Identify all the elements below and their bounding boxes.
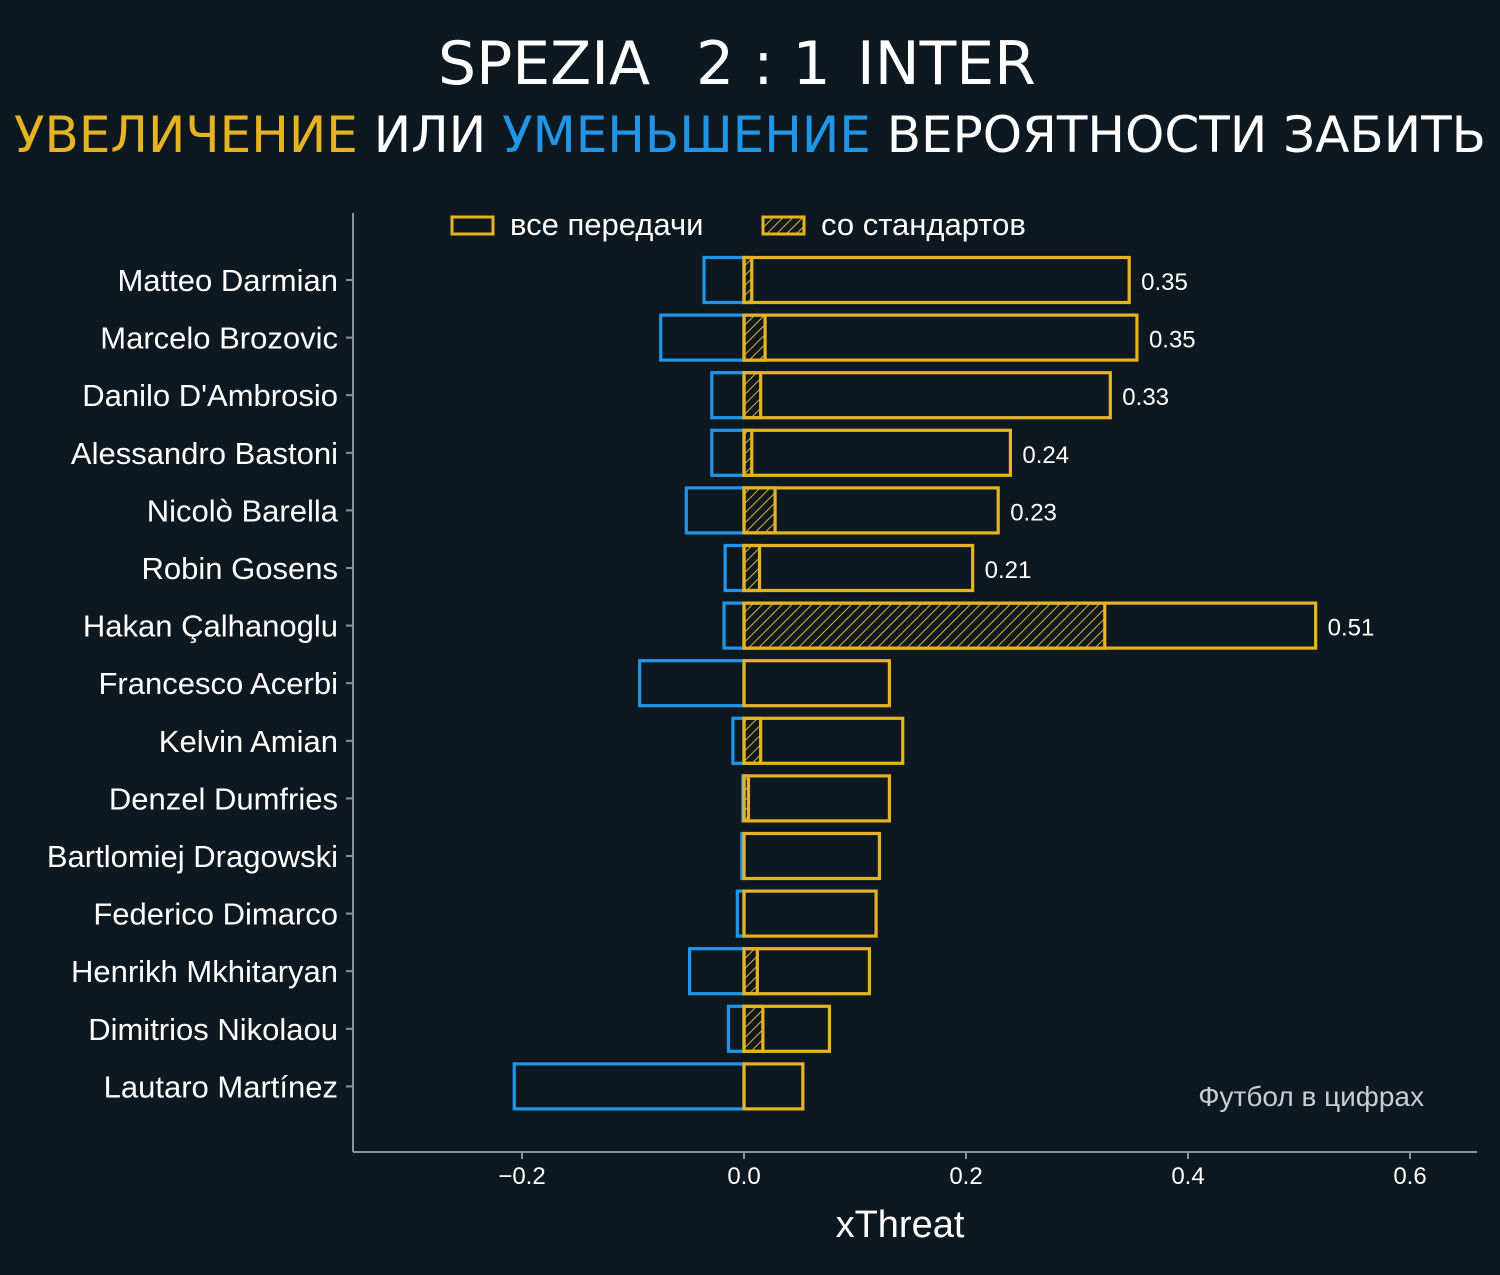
bar-value-label: 0.21 [985, 557, 1032, 584]
bar-all-passes [742, 947, 872, 996]
bar-all-passes [742, 659, 892, 708]
y-tick-label: Alessandro Bastoni [71, 436, 338, 471]
legend-label-set-pieces: со стандартов [821, 207, 1026, 242]
bar-all-passes [742, 1062, 805, 1111]
bar-set-pieces [742, 543, 762, 593]
bar-decrease [702, 255, 746, 305]
x-tick-label: −0.2 [498, 1163, 545, 1190]
legend-swatch-set-pieces [761, 215, 806, 236]
bar-value-label: 0.33 [1122, 384, 1169, 411]
bar-value-label: 0.23 [1010, 499, 1057, 526]
x-tick-label: 0.4 [1171, 1163, 1204, 1190]
subtitle-rest: ВЕРОЯТНОСТИ ЗАБИТЬ [886, 106, 1486, 164]
bar-all-passes [742, 716, 905, 765]
watermark: Футбол в цифрах [1198, 1081, 1424, 1112]
bar-decrease [638, 659, 746, 708]
bar-decrease [726, 1004, 746, 1053]
match-title: SPEZIA 2 : 1 INTER [0, 28, 1500, 100]
bar-value-label: 0.35 [1149, 327, 1196, 354]
legend-swatch-all-passes [450, 215, 495, 236]
score: 2 : 1 [696, 29, 831, 99]
bar-all-passes [742, 889, 878, 938]
y-tick-label: Kelvin Amian [159, 724, 338, 759]
bar-decrease [512, 1062, 746, 1111]
bar-set-pieces [742, 1004, 765, 1053]
y-tick-label: Henrikh Mkhitaryan [71, 954, 338, 989]
bar-set-pieces [742, 716, 763, 765]
bar-all-passes [742, 255, 1131, 305]
y-tick-label: Dimitrios Nikolaou [88, 1012, 338, 1047]
bar-all-passes [742, 486, 1000, 535]
legend-label-all-passes: все передачи [510, 207, 703, 242]
bar-decrease [723, 543, 746, 593]
bar-set-pieces [742, 313, 767, 362]
y-tick-label: Lautaro Martínez [104, 1069, 338, 1104]
bar-decrease [710, 428, 746, 477]
bar-value-label: 0.24 [1022, 442, 1069, 469]
x-axis-label: xThreat [836, 1204, 965, 1246]
legend: все передачи со стандартов [450, 207, 1026, 242]
bar-set-pieces [742, 601, 1107, 650]
bar-set-pieces [742, 371, 763, 420]
bar-all-passes [742, 774, 892, 823]
y-tick-label: Bartlomiej Dragowski [47, 839, 338, 874]
y-tick-label: Danilo D'Ambrosio [82, 378, 338, 413]
bar-set-pieces [742, 947, 759, 996]
x-tick-label: 0.6 [1393, 1163, 1426, 1190]
bar-all-passes [742, 313, 1139, 362]
y-tick-label: Matteo Darmian [117, 263, 338, 298]
y-tick-label: Robin Gosens [142, 551, 338, 586]
bar-set-pieces [742, 486, 777, 535]
bar-all-passes [742, 543, 975, 593]
bar-all-passes [742, 831, 882, 881]
y-tick-label: Nicolò Barella [147, 493, 339, 528]
chart-subtitle: УВЕЛИЧЕНИЕ ИЛИ УМЕНЬШЕНИЕ ВЕРОЯТНОСТИ ЗА… [0, 104, 1500, 166]
bar-all-passes [742, 1004, 832, 1053]
bar-decrease [731, 716, 746, 765]
away-team: INTER [857, 29, 1036, 99]
x-tick-label: 0.2 [949, 1163, 982, 1190]
bar-value-label: 0.35 [1141, 269, 1188, 296]
home-team: SPEZIA [438, 29, 651, 99]
y-tick-label: Federico Dimarco [93, 897, 338, 932]
subtitle-decrease: УМЕНЬШЕНИЕ [502, 106, 871, 164]
subtitle-increase: УВЕЛИЧЕНИЕ [14, 106, 358, 164]
bar-decrease [722, 601, 746, 650]
bar-decrease [684, 486, 746, 535]
bar-all-passes [742, 371, 1112, 420]
y-tick-label: Denzel Dumfries [109, 781, 338, 816]
bar-decrease [710, 371, 746, 420]
x-tick-label: 0.0 [727, 1163, 760, 1190]
bar-decrease [688, 947, 746, 996]
bar-all-passes [742, 428, 1012, 477]
y-tick-label: Marcelo Brozovic [100, 321, 338, 356]
bar-decrease [659, 313, 746, 362]
bar-value-label: 0.51 [1328, 615, 1375, 642]
subtitle-or: ИЛИ [373, 106, 487, 164]
bar-all-passes [742, 601, 1318, 650]
y-tick-label: Francesco Acerbi [99, 666, 339, 701]
y-tick-label: Hakan Çalhanoglu [83, 609, 338, 644]
